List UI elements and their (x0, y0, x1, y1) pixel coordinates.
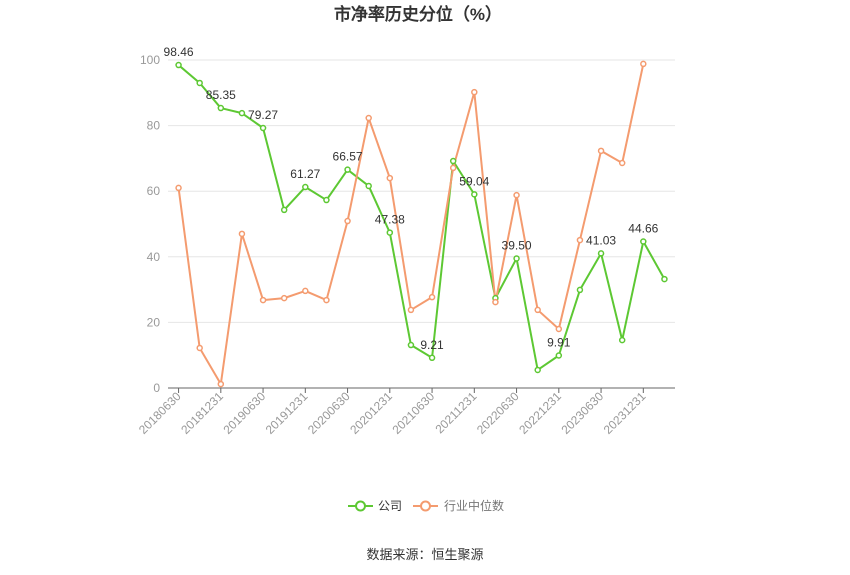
industry-median-point (513, 191, 520, 199)
industry-median-point (449, 164, 457, 172)
industry-median-point (618, 159, 626, 167)
company-point (323, 196, 330, 204)
y-tick-label: 80 (147, 119, 161, 133)
data-label: 47.38 (375, 213, 405, 227)
industry-median-point (323, 296, 330, 304)
data-label: 59.04 (459, 174, 489, 188)
data-label: 85.35 (206, 88, 236, 102)
data-label: 98.46 (164, 45, 194, 59)
x-tick-label: 20221231 (516, 389, 564, 437)
company-point (449, 157, 457, 165)
company-point (175, 61, 182, 69)
legend: 公司 行业中位数 (348, 498, 504, 513)
industry-median-point (302, 287, 309, 295)
y-tick-label: 60 (147, 184, 161, 198)
chart-title: 市净率历史分位（%） (334, 4, 502, 24)
company-point (238, 109, 246, 117)
company-point (618, 336, 626, 344)
industry-median-point (407, 306, 415, 314)
industry-median-point (238, 230, 246, 238)
x-tick-label: 20180630 (136, 389, 184, 437)
grid (168, 59, 675, 323)
company-line (177, 64, 666, 371)
data-label: 39.50 (502, 238, 532, 252)
company-point (576, 286, 584, 294)
industry-median-point (196, 344, 203, 352)
series-layer (175, 60, 668, 388)
y-tick-label: 0 (153, 381, 160, 395)
company-point (407, 341, 415, 349)
legend-item-company[interactable]: 公司 (348, 499, 402, 513)
industry-median-point (344, 217, 351, 225)
y-axis: 0 20 40 60 80 100 (140, 53, 160, 395)
industry-median-point (280, 294, 288, 302)
company-point (386, 229, 394, 236)
company-point (302, 183, 309, 191)
legend-label-company: 公司 (378, 499, 402, 513)
company-point (640, 238, 647, 245)
industry-median-point (597, 147, 605, 155)
x-tick-label: 20210630 (390, 389, 438, 437)
x-tick-label: 20190630 (221, 389, 269, 437)
x-tick-label: 20220630 (474, 389, 522, 437)
industry-median-point (576, 236, 584, 244)
company-point (428, 354, 436, 362)
company-point (344, 166, 351, 173)
x-tick-label: 20191231 (263, 389, 311, 437)
company-point (471, 191, 478, 198)
company-point (280, 206, 288, 214)
x-tick-label: 20201231 (347, 389, 395, 437)
company-point (555, 352, 563, 359)
x-axis: 2018063020181231201906302019123120200630… (136, 388, 649, 437)
company-point (365, 182, 372, 190)
source-note: 数据来源：恒生聚源 (366, 547, 483, 562)
data-label: 44.66 (628, 222, 658, 236)
company-point (513, 255, 520, 262)
legend-label-industry-median: 行业中位数 (444, 498, 504, 513)
legend-circle-icon (420, 500, 431, 512)
data-label: 61.27 (290, 167, 320, 181)
y-tick-label: 20 (147, 315, 161, 329)
industry-median-point (640, 60, 647, 68)
legend-item-industry-median[interactable]: 行业中位数 (413, 498, 504, 513)
x-tick-label: 20200630 (305, 389, 353, 437)
y-tick-label: 40 (147, 250, 161, 264)
industry-median-point (492, 298, 499, 306)
x-tick-label: 20230630 (559, 389, 607, 437)
data-label: 66.57 (333, 150, 363, 164)
company-point (661, 275, 668, 283)
y-tick-label: 100 (140, 53, 160, 67)
data-label: 41.03 (586, 233, 616, 247)
company-point (259, 124, 267, 132)
data-label: 79.27 (248, 108, 278, 122)
x-tick-label: 20211231 (432, 389, 479, 436)
legend-circle-icon (355, 500, 366, 512)
industry-median-point (175, 184, 182, 192)
data-label: 9.21 (420, 338, 444, 352)
industry-median-point (471, 88, 478, 96)
company-point (196, 79, 203, 87)
industry-median-point (217, 380, 225, 388)
company-point (217, 104, 225, 112)
industry-median-point (386, 174, 394, 182)
company-point (534, 366, 541, 374)
industry-median-point (365, 114, 372, 122)
data-label: 9.91 (547, 335, 571, 349)
company-point (597, 250, 605, 257)
data-labels: 98.46 85.35 79.27 61.27 66.57 47.38 9.21 59.04 3… (164, 45, 659, 352)
x-tick-label: 20231231 (601, 389, 649, 437)
industry-median-point (259, 296, 267, 304)
industry-median-point (534, 306, 541, 314)
industry-median-point (428, 293, 436, 301)
x-tick-label: 20181231 (178, 389, 226, 437)
industry-median-point (555, 325, 563, 333)
